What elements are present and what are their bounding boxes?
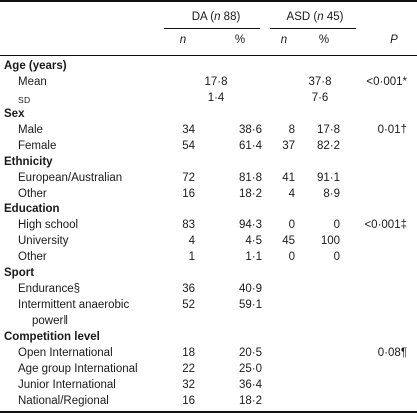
cell-da-pct: 81·8 [238, 171, 262, 184]
cell-da-n: 72 [182, 171, 195, 184]
cell-asd-n: 0 [288, 219, 295, 232]
cell-da-n: 22 [182, 362, 195, 375]
cell-asd-n: 0 [288, 251, 295, 264]
cell-da-pct: 18·2 [238, 187, 262, 200]
header-asd-suffix: 45) [323, 11, 344, 23]
cell-da-value: 1·4 [207, 91, 225, 104]
header-da-n: n [214, 11, 221, 23]
cell-da-n: 16 [182, 187, 195, 200]
row-label: Other [18, 251, 47, 264]
header-da-prefix: DA ( [191, 11, 215, 23]
cell-da-pct: 94·3 [238, 219, 262, 232]
cell-da-n: 52 [182, 299, 195, 312]
cell-asd-pct: 0 [333, 251, 340, 264]
row-label: University [18, 235, 69, 248]
subheader-da-n: n [179, 34, 187, 46]
cell-da-pct: 40·9 [238, 283, 262, 296]
header-da-suffix: 88) [220, 11, 241, 23]
section-title: Education [4, 203, 60, 216]
row-label: Intermittent anaerobic [18, 299, 130, 312]
cell-asd-n: 37 [282, 139, 295, 152]
cell-da-pct: 38·6 [238, 123, 262, 136]
row-label: Male [18, 123, 43, 136]
row-label: Open International [18, 346, 113, 359]
cell-da-n: 1 [188, 251, 195, 264]
section-title: Sport [4, 267, 35, 280]
cell-da-pct: 4·5 [245, 235, 262, 248]
header-asd-n: n [317, 11, 324, 23]
cell-da-pct: 36·4 [238, 378, 262, 391]
subheader-p: P [390, 34, 398, 46]
row-label: Other [18, 187, 47, 200]
header-da: DA (n 88) [192, 10, 241, 24]
cell-asd-pct: 8·9 [323, 187, 340, 200]
row-label: Endurance§ [18, 283, 81, 296]
cell-da-pct: 61·4 [238, 139, 262, 152]
row-label: SD [18, 94, 31, 105]
cell-asd-pct: 82·2 [316, 139, 340, 152]
cell-asd-value: 7·6 [311, 91, 329, 104]
cell-da-n: 32 [182, 378, 195, 391]
cell-asd-pct: 100 [320, 235, 340, 248]
cell-asd-n: 8 [288, 123, 295, 136]
cell-da-n: 16 [182, 394, 195, 407]
cell-da-n: 83 [182, 219, 195, 232]
cell-da-n: 4 [188, 235, 195, 248]
group-rule-asd [270, 28, 356, 29]
cell-da-n: 18 [182, 346, 195, 359]
cell-da-pct: 1·1 [245, 251, 262, 264]
cell-p-value: <0·001‡ [364, 219, 407, 232]
subheader-da-pct: % [234, 34, 246, 46]
cell-da-n: 34 [182, 123, 195, 136]
cell-asd-pct: 91·1 [316, 171, 340, 184]
cell-da-value: 17·8 [204, 75, 228, 88]
cell-da-pct: 18·2 [238, 394, 262, 407]
cell-da-pct: 59·1 [238, 299, 262, 312]
row-label: High school [18, 219, 79, 232]
row-label: Female [18, 139, 57, 152]
cell-da-pct: 20·5 [238, 346, 262, 359]
cell-p-value: 0·01† [377, 123, 407, 136]
row-label: National/Regional [18, 394, 109, 407]
cell-asd-n: 41 [282, 171, 295, 184]
subheader-asd-pct: % [318, 34, 330, 46]
row-label: Age group International [18, 362, 138, 375]
cell-asd-pct: 0 [333, 219, 340, 232]
group-rule-da [164, 28, 260, 29]
cell-p-value: <0·001* [366, 75, 407, 88]
cell-asd-n: 45 [282, 235, 295, 248]
section-title: Sex [4, 107, 25, 120]
cell-da-pct: 25·0 [238, 362, 262, 375]
cell-p-value: 0·08¶ [377, 346, 407, 359]
subheader-asd-n: n [280, 34, 288, 46]
section-title: Competition level [4, 330, 100, 343]
bottom-rule [0, 411, 417, 413]
header-rule [0, 55, 417, 56]
row-label: Mean [18, 75, 47, 88]
cell-da-n: 36 [182, 283, 195, 296]
section-title: Ethnicity [4, 155, 53, 168]
row-label: Junior International [18, 378, 116, 391]
cell-asd-pct: 17·8 [316, 123, 340, 136]
header-asd-prefix: ASD ( [286, 11, 318, 23]
cell-da-n: 54 [182, 139, 195, 152]
row-label-continued: power‖ [32, 315, 69, 328]
row-label: European/Australian [18, 171, 123, 184]
top-rule [0, 0, 417, 2]
cell-asd-value: 37·8 [308, 75, 332, 88]
header-asd: ASD (n 45) [287, 10, 344, 24]
cell-asd-n: 4 [288, 187, 295, 200]
section-title: Age (years) [4, 60, 67, 72]
